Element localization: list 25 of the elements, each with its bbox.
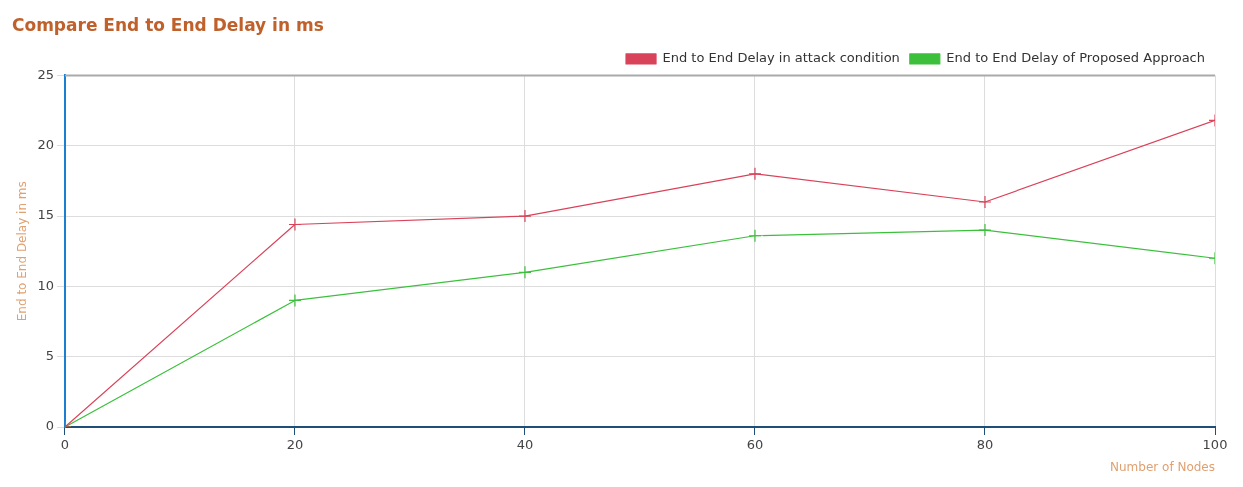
x-tick-label: 100 [1202,437,1228,453]
point [978,195,992,209]
y-tick-label: 25 [37,66,54,82]
point [288,217,302,232]
y-tick-label: 0 [45,418,54,434]
x-tick-label: 20 [286,437,304,453]
x-tick-label: 40 [516,437,534,453]
point [748,167,762,181]
x-tick-label: 80 [976,437,994,453]
y-tick-label: 20 [37,137,54,153]
y-tick-label: 15 [37,207,54,223]
legend-label: End to End Delay of Proposed Approach [946,50,1206,66]
x-axis-title: Number of Nodes [1110,459,1215,474]
y-tick-label: 10 [37,277,54,293]
legend-label: End to End Delay in attack condition [662,50,900,66]
chart-title: Compare End to End Delay in ms [12,14,324,35]
point [518,265,532,279]
point [518,209,532,223]
point [748,229,762,243]
y-axis-title: End to End Delay in ms [15,181,30,322]
y-tick-label: 5 [45,348,54,364]
point [978,223,992,237]
point [288,293,302,308]
x-tick-label: 60 [746,437,764,453]
x-tick-label: 0 [60,437,70,453]
